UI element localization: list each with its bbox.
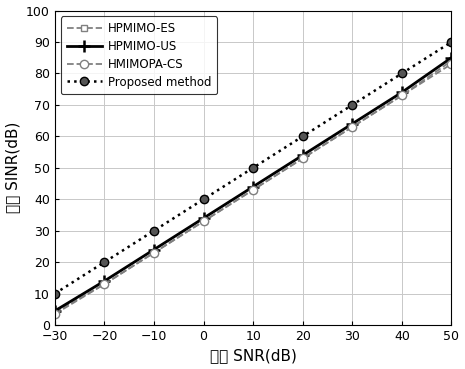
HPMIMO-US bbox=[300, 153, 306, 158]
HPMIMO-ES bbox=[350, 125, 355, 129]
Proposed method bbox=[300, 134, 306, 138]
HPMIMO-US bbox=[201, 216, 206, 220]
HPMIMO-ES bbox=[201, 219, 206, 224]
Legend: HPMIMO-ES, HPMIMO-US, HMIMOPA-CS, Proposed method: HPMIMO-ES, HPMIMO-US, HMIMOPA-CS, Propos… bbox=[61, 17, 217, 94]
Proposed method bbox=[201, 197, 206, 201]
HPMIMO-US bbox=[399, 90, 405, 94]
HPMIMO-US bbox=[151, 247, 157, 252]
HPMIMO-ES bbox=[449, 59, 454, 63]
HMIMOPA-CS bbox=[300, 156, 306, 161]
HMIMOPA-CS bbox=[250, 187, 256, 192]
HPMIMO-US bbox=[102, 279, 107, 283]
Proposed method bbox=[151, 228, 157, 233]
HPMIMO-US bbox=[52, 308, 58, 313]
HMIMOPA-CS bbox=[151, 251, 157, 255]
HPMIMO-ES bbox=[250, 187, 256, 192]
HPMIMO-US bbox=[350, 121, 355, 126]
HPMIMO-US bbox=[250, 184, 256, 189]
HPMIMO-ES bbox=[52, 310, 58, 315]
Proposed method bbox=[350, 103, 355, 107]
Proposed method bbox=[449, 40, 454, 44]
HMIMOPA-CS bbox=[201, 219, 206, 224]
Y-axis label: 输出 SINR(dB): 输出 SINR(dB) bbox=[6, 122, 20, 214]
Proposed method bbox=[52, 292, 58, 296]
HPMIMO-ES bbox=[151, 251, 157, 255]
Proposed method bbox=[102, 260, 107, 264]
Line: HPMIMO-ES: HPMIMO-ES bbox=[51, 58, 455, 316]
Line: Proposed method: Proposed method bbox=[51, 38, 456, 298]
Proposed method bbox=[250, 166, 256, 170]
HPMIMO-ES bbox=[102, 282, 107, 286]
HMIMOPA-CS bbox=[52, 312, 58, 316]
HPMIMO-ES bbox=[399, 93, 405, 98]
X-axis label: 输入 SNR(dB): 输入 SNR(dB) bbox=[210, 348, 297, 363]
HMIMOPA-CS bbox=[449, 62, 454, 66]
Line: HMIMOPA-CS: HMIMOPA-CS bbox=[51, 60, 456, 318]
HMIMOPA-CS bbox=[350, 125, 355, 129]
Line: HPMIMO-US: HPMIMO-US bbox=[49, 52, 457, 317]
HPMIMO-US bbox=[449, 55, 454, 60]
HPMIMO-ES bbox=[300, 156, 306, 161]
HMIMOPA-CS bbox=[399, 93, 405, 98]
Proposed method bbox=[399, 71, 405, 76]
HMIMOPA-CS bbox=[102, 282, 107, 286]
